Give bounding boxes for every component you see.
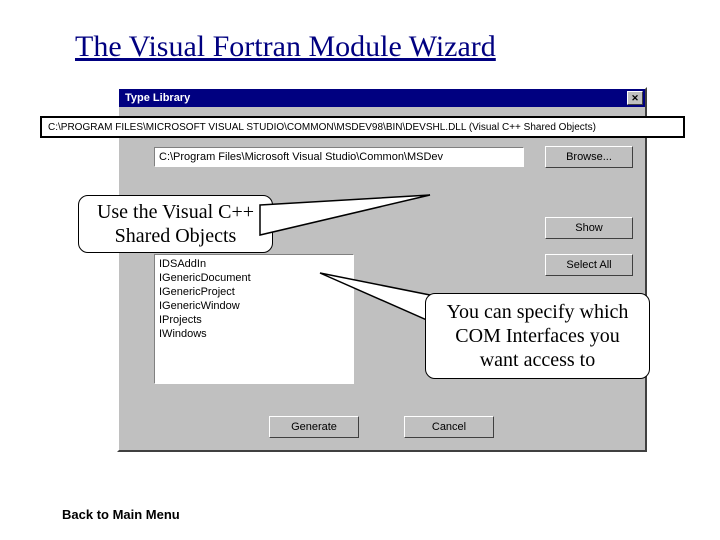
- callout-com-interfaces: You can specify which COM Interfaces you…: [425, 293, 650, 379]
- callout-tail-icon: [260, 195, 440, 265]
- browse-button[interactable]: Browse...: [545, 146, 633, 168]
- callout-text: Use the Visual C++ Shared Objects: [93, 200, 258, 248]
- type-library-dialog: Type Library ✕ C:\Program Files\Microsof…: [117, 87, 647, 452]
- generate-button[interactable]: Generate: [269, 416, 359, 438]
- callout-shared-objects: Use the Visual C++ Shared Objects: [78, 195, 273, 253]
- dialog-title: Type Library: [125, 92, 190, 104]
- close-icon[interactable]: ✕: [627, 91, 643, 105]
- show-button[interactable]: Show: [545, 217, 633, 239]
- titlebar: Type Library ✕: [119, 89, 645, 107]
- select-all-button[interactable]: Select All: [545, 254, 633, 276]
- callout-text: You can specify which COM Interfaces you…: [440, 300, 635, 372]
- full-path-display: C:\PROGRAM FILES\MICROSOFT VISUAL STUDIO…: [40, 116, 685, 138]
- path-input[interactable]: C:\Program Files\Microsoft Visual Studio…: [154, 147, 524, 167]
- slide-title: The Visual Fortran Module Wizard: [75, 30, 496, 64]
- back-to-main-link[interactable]: Back to Main Menu: [62, 507, 180, 522]
- cancel-button[interactable]: Cancel: [404, 416, 494, 438]
